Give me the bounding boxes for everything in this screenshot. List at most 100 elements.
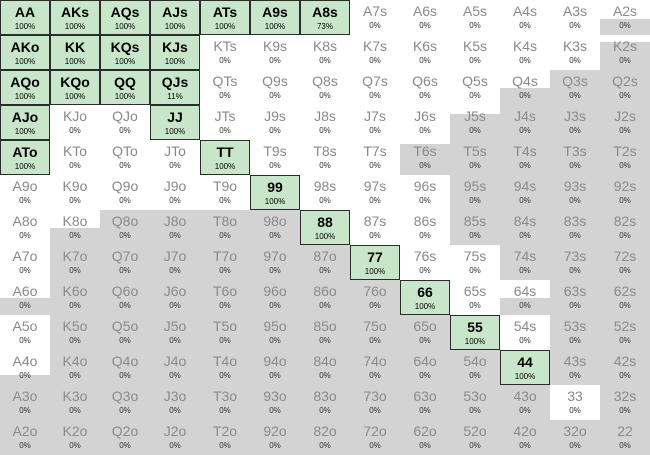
hand-cell-J3s[interactable]: J3s 0%: [550, 105, 600, 140]
hand-cell-62s[interactable]: 62s 0%: [600, 280, 650, 315]
hand-cell-64s[interactable]: 64s 0%: [500, 280, 550, 315]
hand-cell-T4o[interactable]: T4o 0%: [200, 350, 250, 385]
hand-cell-76s[interactable]: 76s 0%: [400, 245, 450, 280]
hand-cell-T8s[interactable]: T8s 0%: [300, 140, 350, 175]
hand-cell-QJo[interactable]: QJo 0%: [100, 105, 150, 140]
hand-cell-96s[interactable]: 96s 0%: [400, 175, 450, 210]
hand-cell-T6o[interactable]: T6o 0%: [200, 280, 250, 315]
hand-cell-J6s[interactable]: J6s 0%: [400, 105, 450, 140]
hand-cell-AQs[interactable]: AQs 100%: [100, 0, 150, 35]
hand-cell-87s[interactable]: 87s 0%: [350, 210, 400, 245]
hand-cell-JTs[interactable]: JTs 0%: [200, 105, 250, 140]
hand-cell-A7s[interactable]: A7s 0%: [350, 0, 400, 35]
hand-cell-T3o[interactable]: T3o 0%: [200, 385, 250, 420]
hand-cell-32o[interactable]: 32o 0%: [550, 420, 600, 455]
hand-cell-A9s[interactable]: A9s 100%: [250, 0, 300, 35]
hand-cell-85s[interactable]: 85s 0%: [450, 210, 500, 245]
hand-cell-Q5o[interactable]: Q5o 0%: [100, 315, 150, 350]
hand-cell-K8s[interactable]: K8s 0%: [300, 35, 350, 70]
hand-cell-Q9o[interactable]: Q9o 0%: [100, 175, 150, 210]
hand-cell-KJs[interactable]: KJs 100%: [150, 35, 200, 70]
hand-cell-Q4s[interactable]: Q4s 0%: [500, 70, 550, 105]
hand-cell-65s[interactable]: 65s 0%: [450, 280, 500, 315]
hand-cell-66[interactable]: 66 100%: [400, 280, 450, 315]
hand-cell-J9s[interactable]: J9s 0%: [250, 105, 300, 140]
hand-cell-T9s[interactable]: T9s 0%: [250, 140, 300, 175]
hand-cell-A8o[interactable]: A8o 0%: [0, 210, 50, 245]
hand-cell-53o[interactable]: 53o 0%: [450, 385, 500, 420]
hand-cell-65o[interactable]: 65o 0%: [400, 315, 450, 350]
hand-cell-Q3o[interactable]: Q3o 0%: [100, 385, 150, 420]
hand-cell-KQs[interactable]: KQs 100%: [100, 35, 150, 70]
hand-cell-J8o[interactable]: J8o 0%: [150, 210, 200, 245]
hand-cell-T9o[interactable]: T9o 0%: [200, 175, 250, 210]
hand-cell-K8o[interactable]: K8o 0%: [50, 210, 100, 245]
hand-cell-95s[interactable]: 95s 0%: [450, 175, 500, 210]
hand-cell-93o[interactable]: 93o 0%: [250, 385, 300, 420]
hand-cell-AKo[interactable]: AKo 100%: [0, 35, 50, 70]
hand-cell-63o[interactable]: 63o 0%: [400, 385, 450, 420]
hand-cell-73s[interactable]: 73s 0%: [550, 245, 600, 280]
hand-cell-KTo[interactable]: KTo 0%: [50, 140, 100, 175]
hand-cell-J4s[interactable]: J4s 0%: [500, 105, 550, 140]
hand-cell-Q6o[interactable]: Q6o 0%: [100, 280, 150, 315]
hand-cell-Q7o[interactable]: Q7o 0%: [100, 245, 150, 280]
hand-cell-77[interactable]: 77 100%: [350, 245, 400, 280]
hand-cell-QTs[interactable]: QTs 0%: [200, 70, 250, 105]
hand-cell-A7o[interactable]: A7o 0%: [0, 245, 50, 280]
hand-cell-K4o[interactable]: K4o 0%: [50, 350, 100, 385]
hand-cell-J9o[interactable]: J9o 0%: [150, 175, 200, 210]
hand-cell-AQo[interactable]: AQo 100%: [0, 70, 50, 105]
hand-cell-74s[interactable]: 74s 0%: [500, 245, 550, 280]
hand-cell-96o[interactable]: 96o 0%: [250, 280, 300, 315]
hand-cell-64o[interactable]: 64o 0%: [400, 350, 450, 385]
hand-cell-A8s[interactable]: A8s 73%: [300, 0, 350, 35]
hand-cell-T5o[interactable]: T5o 0%: [200, 315, 250, 350]
hand-cell-T2s[interactable]: T2s 0%: [600, 140, 650, 175]
hand-cell-T5s[interactable]: T5s 0%: [450, 140, 500, 175]
hand-cell-95o[interactable]: 95o 0%: [250, 315, 300, 350]
hand-cell-76o[interactable]: 76o 0%: [350, 280, 400, 315]
hand-cell-22[interactable]: 22 0%: [600, 420, 650, 455]
hand-cell-ATo[interactable]: ATo 100%: [0, 140, 50, 175]
hand-cell-K6s[interactable]: K6s 0%: [400, 35, 450, 70]
hand-cell-QQ[interactable]: QQ 100%: [100, 70, 150, 105]
hand-cell-54o[interactable]: 54o 0%: [450, 350, 500, 385]
hand-cell-94s[interactable]: 94s 0%: [500, 175, 550, 210]
hand-cell-JJ[interactable]: JJ 100%: [150, 105, 200, 140]
hand-cell-A9o[interactable]: A9o 0%: [0, 175, 50, 210]
hand-cell-K2o[interactable]: K2o 0%: [50, 420, 100, 455]
hand-cell-J2s[interactable]: J2s 0%: [600, 105, 650, 140]
hand-cell-Q5s[interactable]: Q5s 0%: [450, 70, 500, 105]
hand-cell-72s[interactable]: 72s 0%: [600, 245, 650, 280]
hand-cell-A6o[interactable]: A6o 0%: [0, 280, 50, 315]
hand-cell-63s[interactable]: 63s 0%: [550, 280, 600, 315]
hand-cell-84s[interactable]: 84s 0%: [500, 210, 550, 245]
hand-cell-55[interactable]: 55 100%: [450, 315, 500, 350]
hand-cell-42s[interactable]: 42s 0%: [600, 350, 650, 385]
hand-cell-K6o[interactable]: K6o 0%: [50, 280, 100, 315]
hand-cell-TT[interactable]: TT 100%: [200, 140, 250, 175]
hand-cell-83s[interactable]: 83s 0%: [550, 210, 600, 245]
hand-cell-43s[interactable]: 43s 0%: [550, 350, 600, 385]
hand-cell-T2o[interactable]: T2o 0%: [200, 420, 250, 455]
hand-cell-J8s[interactable]: J8s 0%: [300, 105, 350, 140]
hand-cell-Q8o[interactable]: Q8o 0%: [100, 210, 150, 245]
hand-cell-75s[interactable]: 75s 0%: [450, 245, 500, 280]
hand-cell-99[interactable]: 99 100%: [250, 175, 300, 210]
hand-cell-A5o[interactable]: A5o 0%: [0, 315, 50, 350]
hand-cell-75o[interactable]: 75o 0%: [350, 315, 400, 350]
hand-cell-84o[interactable]: 84o 0%: [300, 350, 350, 385]
hand-cell-52s[interactable]: 52s 0%: [600, 315, 650, 350]
hand-cell-K3s[interactable]: K3s 0%: [550, 35, 600, 70]
hand-cell-85o[interactable]: 85o 0%: [300, 315, 350, 350]
hand-cell-Q4o[interactable]: Q4o 0%: [100, 350, 150, 385]
hand-cell-K7o[interactable]: K7o 0%: [50, 245, 100, 280]
hand-cell-T3s[interactable]: T3s 0%: [550, 140, 600, 175]
hand-cell-52o[interactable]: 52o 0%: [450, 420, 500, 455]
hand-cell-94o[interactable]: 94o 0%: [250, 350, 300, 385]
hand-cell-Q2o[interactable]: Q2o 0%: [100, 420, 150, 455]
hand-cell-A2o[interactable]: A2o 0%: [0, 420, 50, 455]
hand-cell-KK[interactable]: KK 100%: [50, 35, 100, 70]
hand-cell-J5s[interactable]: J5s 0%: [450, 105, 500, 140]
